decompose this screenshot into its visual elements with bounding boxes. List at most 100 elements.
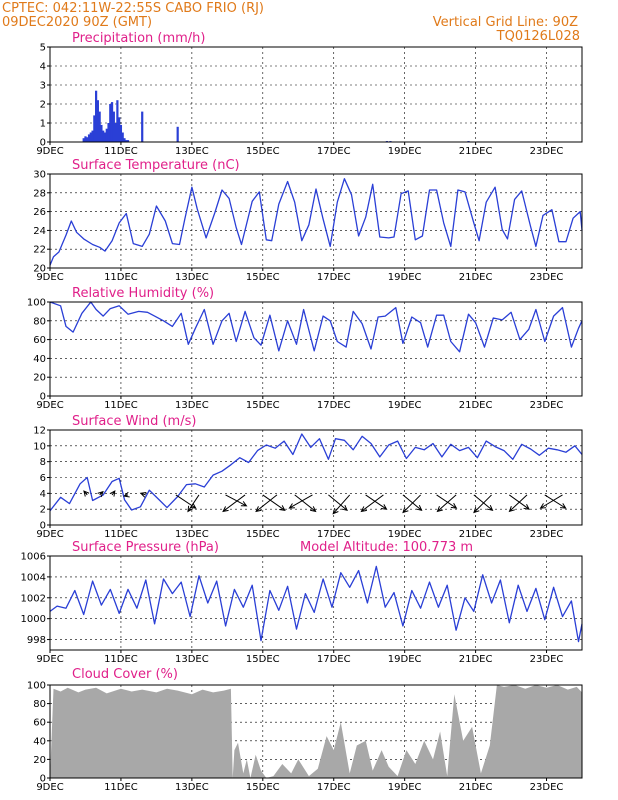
precip-bar xyxy=(176,126,179,142)
precip-bar xyxy=(87,134,91,142)
precip-bar xyxy=(100,124,103,142)
header-model-code: TQ0126L028 xyxy=(496,29,580,44)
precip-bar xyxy=(107,123,110,142)
temp-xtick-label: 15DEC xyxy=(246,272,280,283)
precip-bar xyxy=(98,111,101,142)
wind-xtick-label: 13DEC xyxy=(175,529,209,540)
pressure-ytick-label: 1004 xyxy=(21,572,46,583)
precip-bar xyxy=(84,136,87,142)
rh-panel: 0 20 40 60 80 100 9DEC 11DEC 13DEC 15DEC 17DEC 19DE… xyxy=(27,286,583,411)
wind-arrow xyxy=(508,494,528,513)
cloud-ytick-label: 60 xyxy=(33,718,46,729)
pressure-xtick-label: 19DEC xyxy=(388,654,422,665)
pressure-ytick-label: 998 xyxy=(27,635,46,646)
rh-ytick-label: 0 xyxy=(40,392,46,403)
precip-xtick-label: 21DEC xyxy=(459,146,493,157)
wind-ytick-label: 2 xyxy=(40,505,46,516)
wind-arrow xyxy=(365,494,388,510)
wind-ytick-label: 0 xyxy=(40,521,46,532)
precip-xtick-label: 11DEC xyxy=(104,146,138,157)
wind-arrow xyxy=(222,494,246,513)
precip-bar xyxy=(82,138,85,142)
precip-bar xyxy=(93,115,96,142)
cloud-xtick-label: 17DEC xyxy=(317,782,351,793)
precip-title: Precipitation (mm/h) xyxy=(72,31,205,46)
rh-xtick-label: 23DEC xyxy=(530,400,564,411)
precip-bar xyxy=(121,132,124,142)
temp-xtick-label: 19DEC xyxy=(388,272,422,283)
precip-bar xyxy=(118,117,121,142)
precip-bar xyxy=(112,111,115,142)
temp-panel: 20 22 24 26 28 30 9DEC 11DEC 13DEC 15DEC 17DEC 19DE… xyxy=(33,158,583,283)
wind-arrow xyxy=(187,494,200,513)
precip-frame xyxy=(49,46,583,143)
wind-xtick-label: 9DEC xyxy=(36,529,63,540)
rh-xtick-label: 17DEC xyxy=(317,400,351,411)
wind-title: Surface Wind (m/s) xyxy=(72,414,196,429)
precip-bar xyxy=(96,100,99,142)
wind-ytick-label: 6 xyxy=(40,473,46,484)
temp-ytick-label: 26 xyxy=(33,207,46,218)
precip-ytick-label: 2 xyxy=(40,100,46,111)
header-grid-note: Vertical Grid Line: 90Z xyxy=(433,15,578,30)
precip-ytick-label: 1 xyxy=(40,119,46,130)
precip-ytick-label: 5 xyxy=(40,43,46,54)
precip-ytick-label: 3 xyxy=(40,81,46,92)
pressure-ytick-label: 1000 xyxy=(21,614,46,625)
precip-bar xyxy=(114,123,117,142)
precip-bar xyxy=(95,90,98,142)
wind-ytick-label: 8 xyxy=(40,457,46,468)
rh-title: Relative Humidity (%) xyxy=(72,286,214,301)
wind-xtick-label: 19DEC xyxy=(388,529,422,540)
wind-arrow xyxy=(360,494,384,513)
precip-xtick-label: 23DEC xyxy=(530,146,564,157)
cloud-xtick-label: 15DEC xyxy=(246,782,280,793)
pressure-xtick-label: 9DEC xyxy=(36,654,63,665)
wind-xtick-label: 11DEC xyxy=(104,529,138,540)
rh-xtick-label: 9DEC xyxy=(36,400,63,411)
temp-xtick-label: 23DEC xyxy=(530,272,564,283)
pressure-ytick-label: 1006 xyxy=(21,552,46,563)
wind-xtick-label: 23DEC xyxy=(530,529,564,540)
temp-xtick-label: 9DEC xyxy=(36,272,63,283)
wind-xtick-label: 21DEC xyxy=(459,529,493,540)
cloud-ytick-label: 100 xyxy=(27,681,46,692)
precip-bar xyxy=(110,102,114,142)
precip-bar xyxy=(109,104,112,142)
rh-series-line xyxy=(49,301,583,353)
pressure-title: Surface Pressure (hPa) xyxy=(72,540,219,555)
rh-xtick-label: 15DEC xyxy=(246,400,280,411)
wind-xtick-label: 15DEC xyxy=(246,529,280,540)
pressure-note: Model Altitude: 100.773 m xyxy=(300,540,473,555)
pressure-xtick-label: 21DEC xyxy=(459,654,493,665)
temp-xtick-label: 17DEC xyxy=(317,272,351,283)
wind-arrow xyxy=(97,490,104,498)
pressure-xtick-label: 23DEC xyxy=(530,654,564,665)
precip-xtick-label: 17DEC xyxy=(317,146,351,157)
pressure-panel: 998 1000 1002 1004 1006 9DEC 11DEC 13DEC 15DEC 17… xyxy=(21,540,583,665)
pressure-series-line xyxy=(49,565,583,643)
wind-xtick-label: 17DEC xyxy=(317,529,351,540)
precip-ytick-label: 0 xyxy=(40,138,46,149)
rh-xtick-label: 11DEC xyxy=(104,400,138,411)
cloud-ytick-label: 40 xyxy=(33,736,46,747)
precip-bar xyxy=(89,132,92,142)
temp-ytick-label: 24 xyxy=(33,226,46,237)
precip-bar xyxy=(86,137,89,142)
rh-xtick-label: 13DEC xyxy=(175,400,209,411)
wind-panel: 0 2 4 6 8 10 12 9DEC 11DEC 13DEC 15DEC 17DEC 19DEC 21… xyxy=(33,414,583,540)
temp-ytick-label: 22 xyxy=(33,245,46,256)
precip-bar xyxy=(105,128,108,142)
wind-arrow xyxy=(294,494,317,513)
cloud-ytick-label: 20 xyxy=(33,755,46,766)
pressure-xtick-label: 17DEC xyxy=(317,654,351,665)
rh-ytick-label: 20 xyxy=(33,373,46,384)
cloud-ytick-label: 0 xyxy=(40,774,46,785)
cloud-xtick-label: 21DEC xyxy=(459,782,493,793)
precip-xtick-label: 19DEC xyxy=(388,146,422,157)
pressure-xtick-label: 15DEC xyxy=(246,654,280,665)
cloud-xtick-label: 23DEC xyxy=(530,782,564,793)
temp-xtick-label: 13DEC xyxy=(175,272,209,283)
precip-xtick-label: 15DEC xyxy=(246,146,280,157)
